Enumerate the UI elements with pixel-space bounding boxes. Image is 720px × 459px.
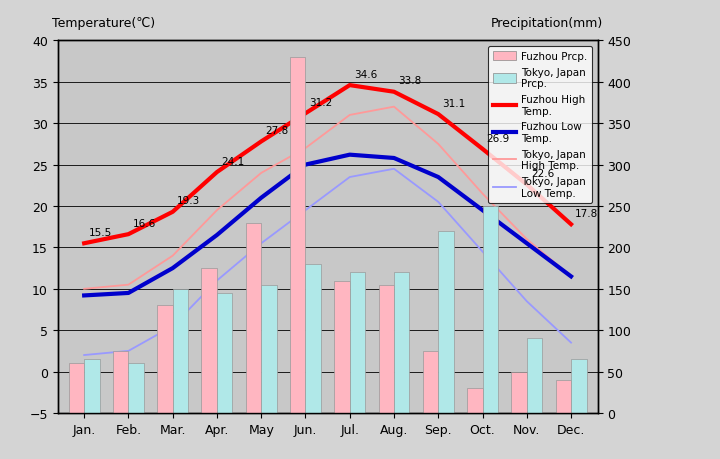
Bar xyxy=(379,285,394,413)
Bar xyxy=(511,372,527,413)
Bar xyxy=(113,351,128,413)
Bar xyxy=(173,289,188,413)
Text: 31.1: 31.1 xyxy=(442,99,466,108)
Bar xyxy=(290,58,305,413)
Text: 16.6: 16.6 xyxy=(132,218,156,228)
Text: Precipitation(mm): Precipitation(mm) xyxy=(491,17,603,30)
Bar xyxy=(467,388,482,413)
Bar xyxy=(157,306,173,413)
Text: 27.8: 27.8 xyxy=(266,126,289,136)
Text: 22.6: 22.6 xyxy=(531,169,554,179)
Bar xyxy=(261,285,276,413)
Bar xyxy=(556,380,571,413)
Bar xyxy=(571,359,587,413)
Bar xyxy=(246,223,261,413)
Text: 33.8: 33.8 xyxy=(398,76,421,86)
Bar xyxy=(202,269,217,413)
Text: 24.1: 24.1 xyxy=(221,157,244,166)
Bar xyxy=(334,281,350,413)
Bar xyxy=(394,273,410,413)
Bar xyxy=(128,364,144,413)
Text: 17.8: 17.8 xyxy=(575,208,598,218)
Text: 15.5: 15.5 xyxy=(89,227,112,237)
Legend: Fuzhou Prcp., Tokyo, Japan
Prcp., Fuzhou High
Temp., Fuzhou Low
Temp., Tokyo, Ja: Fuzhou Prcp., Tokyo, Japan Prcp., Fuzhou… xyxy=(487,46,593,203)
Text: 31.2: 31.2 xyxy=(310,98,333,108)
Text: 19.3: 19.3 xyxy=(177,196,200,206)
Bar xyxy=(305,264,321,413)
Text: 34.6: 34.6 xyxy=(354,70,377,79)
Bar xyxy=(217,293,233,413)
Bar xyxy=(423,351,438,413)
Text: Temperature(℃): Temperature(℃) xyxy=(53,17,156,30)
Bar xyxy=(482,207,498,413)
Bar xyxy=(350,273,365,413)
Bar xyxy=(84,359,99,413)
Bar xyxy=(527,339,542,413)
Bar xyxy=(438,231,454,413)
Text: 26.9: 26.9 xyxy=(487,133,510,143)
Bar xyxy=(68,364,84,413)
